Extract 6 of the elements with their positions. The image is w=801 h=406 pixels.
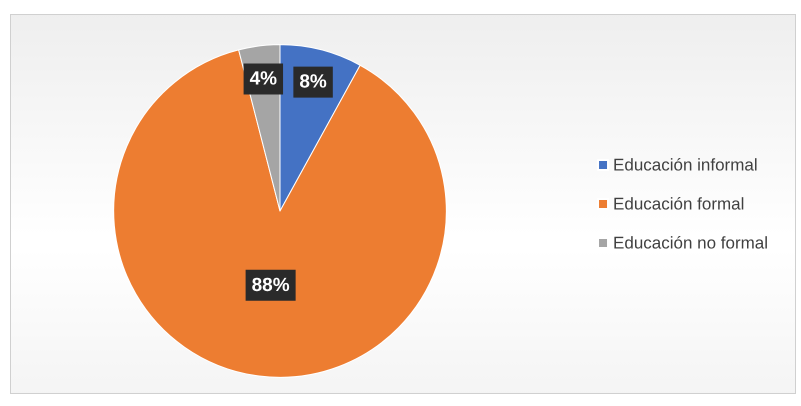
data-label: 88% (252, 274, 290, 296)
legend-label: Educación formal (613, 194, 744, 214)
legend-label: Educación no formal (613, 234, 768, 252)
legend-label: Educación informal (613, 156, 758, 174)
data-label: 4% (250, 68, 278, 90)
data-label: 8% (299, 72, 327, 93)
